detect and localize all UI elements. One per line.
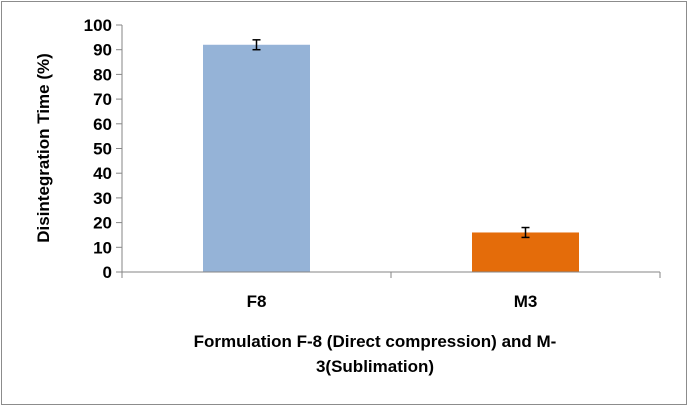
error-bars xyxy=(252,39,530,239)
y-tick-label: 30 xyxy=(93,189,112,208)
x-axis-title-line-2: 3(Sublimation) xyxy=(316,357,434,376)
x-axis-title-line-1: Formulation F-8 (Direct compression) and… xyxy=(194,332,557,351)
y-tick-label: 10 xyxy=(93,238,112,257)
y-tick-label: 60 xyxy=(93,115,112,134)
bar-f8 xyxy=(203,44,310,273)
y-tick-label: 20 xyxy=(93,214,112,233)
y-axis-ticks: 0 10 20 30 40 50 60 70 80 90 100 xyxy=(84,16,122,282)
bars xyxy=(203,44,579,273)
y-tick-label: 0 xyxy=(103,263,112,282)
y-axis-title: Disintegration Time (%) xyxy=(34,53,53,243)
x-category-label: F8 xyxy=(247,292,267,311)
y-tick-label: 50 xyxy=(93,140,112,159)
x-category-label: M3 xyxy=(514,292,538,311)
y-tick-label: 100 xyxy=(84,16,112,35)
y-tick-label: 70 xyxy=(93,90,112,109)
bar-m3 xyxy=(472,232,579,272)
y-tick-label: 40 xyxy=(93,164,112,183)
y-tick-label: 90 xyxy=(93,41,112,60)
x-axis-ticks: F8 M3 xyxy=(121,272,661,311)
y-tick-label: 80 xyxy=(93,65,112,84)
